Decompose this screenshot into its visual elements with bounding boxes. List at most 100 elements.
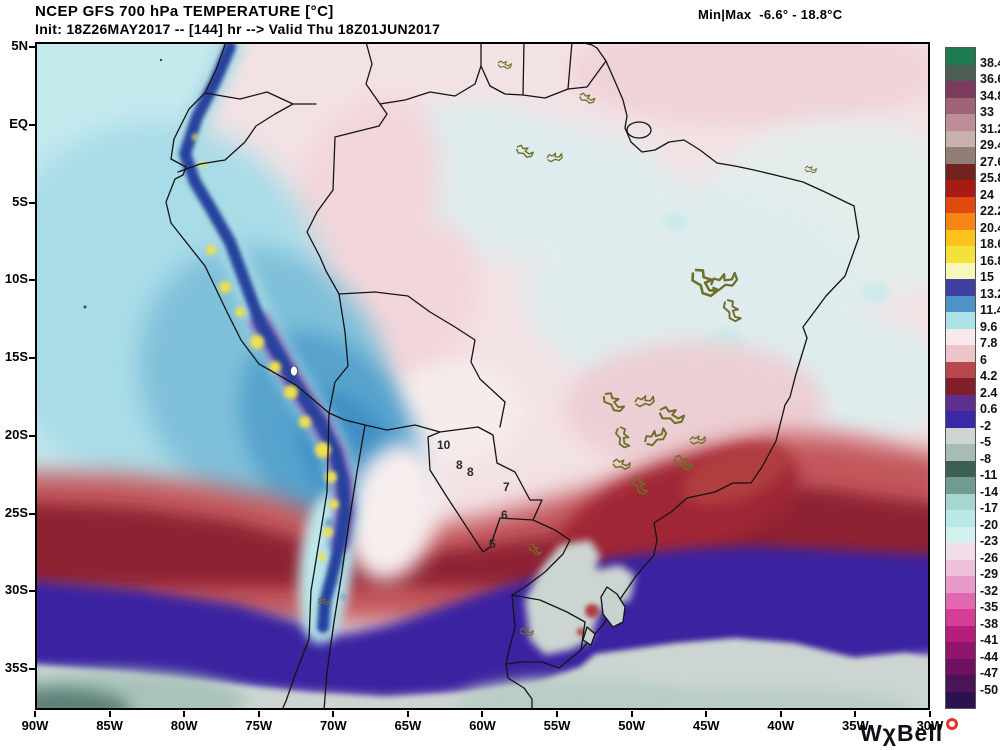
colorbar-swatch [946,526,975,543]
colorbar-label: -32 [980,583,999,598]
island-dot [83,305,87,309]
colorbar-swatch [946,196,975,213]
colorbar-swatch [946,427,975,444]
andes-yellow-spot [250,335,264,349]
colorbar-swatch [946,658,975,675]
border-ecu-col [204,91,317,105]
terrain-mark [722,299,742,323]
colorbar-label: 38.4 [980,55,1000,70]
border-bra-uru [511,594,586,651]
lat-tick [29,357,35,359]
map-canvas: 10 8 8 7 6 5 [35,42,930,710]
colorbar-swatch [946,642,975,659]
page-title: NCEP GFS 700 hPa TEMPERATURE [°C] [35,3,334,20]
lon-tick [183,711,186,717]
lon-label-50W: 50W [618,718,645,733]
lon-tick [705,711,708,717]
colorbar-swatch [946,361,975,378]
lat-label-25S: 25S [4,504,28,520]
colorbar-label: -29 [980,567,999,581]
map-frame [35,42,930,710]
terrain-marks [317,60,817,637]
border-peru-bra [306,189,340,295]
minmax-value: -6.6° - 18.8°C [759,7,843,22]
colorbar-label: -11 [980,468,998,482]
colorbar-label: -2 [980,418,992,433]
border-col-bra [332,125,380,191]
colorbar-label: 9.6 [980,319,998,334]
pacific-coastline [165,42,330,710]
lon-tick [928,711,931,717]
colorbar-label: -50 [980,682,999,697]
contour-label: 8 [467,465,474,479]
border-bol-bra [338,291,506,428]
lat-label-35S: 35S [4,660,28,675]
colorbar-swatch [946,477,975,494]
colorbar-label: 31.2 [980,121,1000,136]
colorbar-label: 4.2 [980,369,998,383]
colorbar-label: 0.6 [980,402,998,416]
colorbar-swatch [946,328,975,345]
andes-yellow-spot [235,307,245,317]
colorbar-swatch [946,246,975,263]
colorbar-swatch [946,180,975,197]
colorbar-swatch [946,444,975,461]
wxbell-logo-text: WχBell [860,720,944,746]
colorbar-label: 6 [980,352,987,367]
marajo-island [626,121,652,139]
lat-tick [29,46,35,48]
terrain-mark [515,144,535,158]
colorbar-swatch [946,345,975,362]
andes-yellow-spot [206,245,216,255]
colorbar-label: 2.4 [980,385,998,400]
temperature-map: 10 8 8 7 6 5 [35,42,930,710]
colorbar-swatch [946,559,975,576]
lon-label-30W: 30W [916,718,944,733]
colorbar-swatch [946,625,975,642]
colorbar-label: -8 [980,451,992,466]
lat-tick [29,434,35,437]
field-blob [585,604,599,618]
andes-yellow-spot [219,281,231,293]
colorbar-label: 27.6 [980,154,1000,169]
lon-label-70W: 70W [319,718,347,733]
colorbar-swatch [946,64,975,81]
terrain-mark [497,60,512,70]
colorbar-swatch [946,279,975,296]
colorbar-swatch [946,510,975,527]
blue-speck [340,594,346,600]
colorbar-label: 15 [980,270,994,284]
colorbar-label: 22.2 [980,204,1000,218]
lon-tick [481,711,484,717]
border-chi-bol [328,412,366,426]
colorbar-label: 24 [980,187,994,202]
terrain-mark [602,392,626,412]
andes-yellow-spot [323,527,333,537]
colorbar-label: -5 [980,435,992,449]
colorbar-swatch [946,460,975,477]
border-sur-fg [567,42,573,90]
lon-label-85W: 85W [96,718,123,733]
terrain-mark [519,627,534,637]
colorbar-swatch [946,675,975,692]
andes-yellow-spot [284,385,298,399]
minmax-label: Min|Max [698,7,752,22]
lat-tick [29,279,35,282]
lat-tick [29,668,35,670]
colorbar-swatch [946,691,975,708]
colorbar-swatch [946,262,975,279]
colorbar-swatch [946,295,975,312]
border-guy-bra [480,65,524,96]
lon-label-60W: 60W [469,718,496,733]
field-blob [385,362,525,462]
cold-pocket [525,540,635,655]
field-blob [663,213,687,231]
border-peru-bol [328,293,349,414]
field-blob [861,282,889,302]
border-bra-arg [505,519,571,665]
terrain-mark [632,476,649,495]
minmax-readout: Min|Max -6.6° - 18.8°C [698,7,843,22]
wxbell-logo: WχBell [860,718,959,747]
colorbar-swatch [946,97,975,114]
border-ecu-peru [177,103,294,173]
